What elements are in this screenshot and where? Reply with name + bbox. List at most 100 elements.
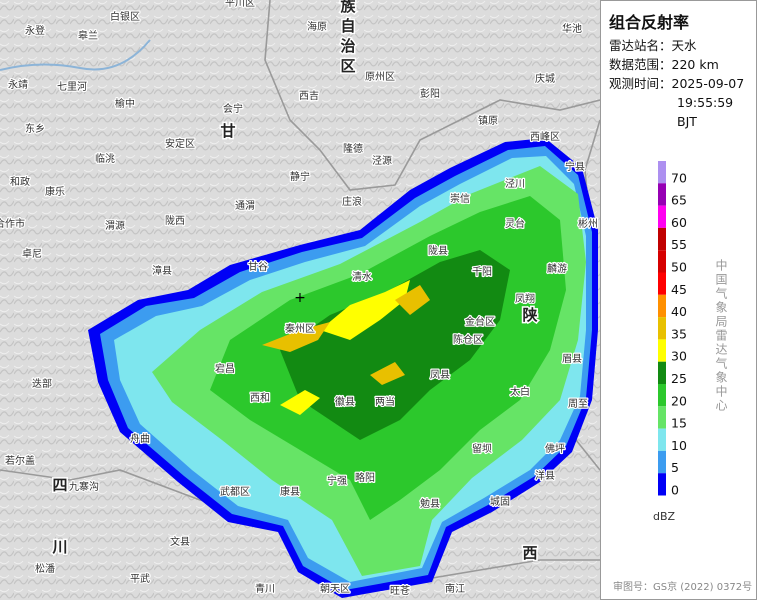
legend-label: 10: [671, 438, 687, 453]
place-label: 略阳: [355, 471, 375, 484]
place-label: 凤翔: [515, 292, 535, 305]
river: [0, 39, 151, 71]
place-label: 永登: [25, 24, 45, 37]
place-label: 舟曲: [130, 432, 150, 445]
place-label: 会宁: [223, 102, 243, 115]
place-label: 漳县: [152, 264, 172, 277]
region-label: 甘: [220, 122, 235, 140]
legend-label: 35: [671, 326, 687, 341]
place-label: 城固: [490, 496, 510, 508]
place-label: 旺苍: [390, 584, 410, 597]
legend-swatch: [658, 450, 666, 474]
place-label: 洋县: [535, 469, 555, 482]
region-label: 陕: [522, 306, 537, 324]
place-label: 通渭: [235, 200, 255, 212]
legend-swatch: [658, 272, 666, 295]
place-label: 镇原: [478, 114, 498, 127]
place-label: 平川区: [225, 0, 255, 9]
place-label: 灵台: [505, 217, 525, 230]
place-label: 两当: [375, 395, 395, 408]
legend-swatch: [658, 317, 666, 340]
place-label: 彭阳: [420, 87, 440, 100]
place-label: 卓尼: [22, 248, 42, 260]
station: 天水: [671, 38, 697, 53]
radar-echo: [88, 138, 598, 598]
place-label: 宁强: [327, 474, 347, 487]
place-label: 陇县: [428, 244, 448, 257]
place-label: 七里河: [57, 81, 87, 93]
place-label: 西峰区: [530, 131, 560, 143]
place-label: 庆城: [535, 72, 555, 85]
legend-swatch: [658, 205, 666, 228]
approval: 审图号：GS京 (2022) 0372号: [613, 582, 753, 593]
place-label: 文县: [170, 535, 190, 548]
place-label: 彬州: [578, 217, 598, 230]
place-label: 青川: [255, 582, 275, 595]
legend-swatch: [658, 473, 666, 496]
legend-label: 50: [671, 260, 687, 275]
time: 19:55:59 BJT: [677, 95, 734, 129]
place-label: 若尔盖: [5, 454, 35, 467]
legend-label: 0: [671, 483, 679, 498]
place-label: 临洮: [95, 152, 115, 165]
legend-label: 40: [671, 304, 687, 319]
place-label: 松潘: [35, 562, 55, 575]
place-label: 勉县: [420, 497, 440, 510]
place-label: 迭部: [32, 377, 52, 390]
place-label: 金台区: [465, 315, 495, 328]
legend-swatch: [658, 161, 666, 184]
place-label: 和政: [10, 175, 30, 188]
legend-swatch: [658, 227, 666, 251]
place-label: 太白: [510, 385, 530, 398]
place-label: 麟游: [547, 262, 567, 275]
place-label: 徽县: [335, 395, 355, 408]
place-label: 平武: [130, 572, 150, 585]
place-label: 安定区: [165, 137, 195, 150]
info-panel: 组合反射率 雷达站名：天水 数据范围：220 km 观测时间：2025-09-0…: [600, 0, 757, 600]
legend-label: 15: [671, 416, 687, 431]
legend-swatch: [658, 406, 666, 429]
place-label: 榆中: [115, 97, 135, 110]
legend-swatch: [658, 428, 666, 451]
range-label: 数据范围：: [609, 57, 672, 72]
place-label: 九寨沟: [69, 480, 99, 493]
legend-swatch: [658, 384, 666, 407]
date: 2025-09-07: [671, 76, 745, 91]
place-label: 南江: [445, 582, 465, 595]
legend-label: 25: [671, 371, 687, 386]
place-label: 渭源: [105, 219, 125, 232]
legend-label: 70: [671, 170, 687, 185]
place-label: 佛坪: [545, 442, 565, 455]
place-label: 秦州区: [285, 322, 315, 335]
place-label: 隆德: [343, 142, 363, 155]
legend-label: 45: [671, 282, 687, 297]
place-label: 康县: [280, 485, 300, 498]
legend-swatch: [658, 183, 666, 206]
place-label: 西吉: [299, 90, 319, 102]
credit: 中国气象局雷达气象中心: [714, 259, 728, 413]
place-label: 武都区: [220, 485, 250, 498]
radar-site: +: [294, 290, 306, 306]
place-label: 西和: [250, 392, 270, 404]
place-label: 眉县: [562, 353, 582, 365]
region-label: 宁夏回族自治区: [339, 0, 357, 78]
place-label: 东乡: [25, 122, 45, 135]
place-label: 康乐: [45, 185, 65, 198]
place-label: 华池: [562, 22, 582, 35]
place-label: 泾源: [372, 154, 392, 167]
place-label: 静宁: [290, 170, 310, 183]
place-label: 皋兰: [78, 29, 98, 42]
place-label: 宁县: [565, 160, 585, 173]
legend-swatch: [658, 361, 666, 384]
place-label: 留坝: [472, 442, 492, 455]
legend-swatch: [658, 250, 666, 273]
place-label: 白银区: [110, 10, 140, 23]
place-label: 原州区: [365, 71, 395, 83]
region-label: 四: [52, 476, 67, 494]
legend-label: 55: [671, 237, 687, 252]
place-label: 朝天区: [320, 583, 350, 595]
region-label: 川: [51, 538, 67, 556]
place-label: 陈仓区: [453, 333, 483, 346]
